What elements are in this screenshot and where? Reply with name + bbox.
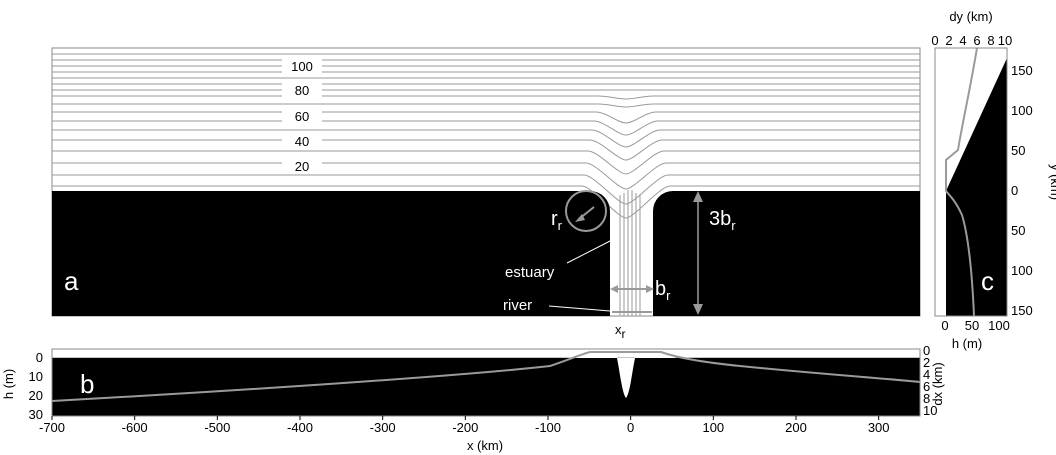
threebr-label: 3br bbox=[709, 208, 736, 233]
x-tick-label: -100 bbox=[535, 420, 561, 435]
threebr-arrow-top bbox=[693, 191, 703, 202]
h-tick: 20 bbox=[29, 388, 43, 403]
y-tick: 100 bbox=[1011, 103, 1033, 118]
river-pointer bbox=[548, 305, 611, 312]
y-tick: 100 bbox=[1011, 263, 1033, 278]
dy-tick: 2 bbox=[945, 33, 952, 48]
panel-b-seabed bbox=[52, 358, 920, 416]
contour-line bbox=[52, 129, 920, 148]
dy-tick: 10 bbox=[998, 33, 1012, 48]
river-label: river bbox=[503, 297, 532, 314]
panel-b-letter: b bbox=[80, 369, 94, 399]
dy-tick: 8 bbox=[987, 33, 994, 48]
xr-label: xr bbox=[615, 322, 626, 341]
dy-tick: 6 bbox=[973, 33, 980, 48]
contour-label-20: 20 bbox=[295, 159, 309, 174]
x-tick-label: -600 bbox=[122, 420, 148, 435]
x-tick-label: -200 bbox=[452, 420, 478, 435]
y-tick: 0 bbox=[1011, 183, 1018, 198]
contour-line bbox=[52, 162, 920, 190]
contour-label-100: 100 bbox=[291, 59, 313, 74]
x-tick-label: -700 bbox=[39, 420, 65, 435]
panel-b: h (m) 0 10 20 30 0 2 4 6 8 10 dx (km) -7… bbox=[1, 343, 945, 453]
x-tick-label: 100 bbox=[702, 420, 724, 435]
estuary-label: estuary bbox=[505, 264, 555, 281]
dx-tick: 0 bbox=[923, 343, 930, 358]
x-tick-label: 300 bbox=[868, 420, 890, 435]
radius-arrow-head bbox=[575, 214, 585, 222]
br-label: br bbox=[655, 278, 671, 303]
contour-label-80: 80 bbox=[295, 83, 309, 98]
panel-c-top-ticks: 0 2 4 6 8 10 bbox=[931, 33, 1012, 48]
contour-label-60: 60 bbox=[295, 109, 309, 124]
contour-line bbox=[52, 120, 920, 136]
radius-circle bbox=[565, 190, 607, 232]
h-tick: 30 bbox=[29, 407, 43, 422]
contour-labels: 100 80 60 40 20 bbox=[282, 58, 322, 174]
panel-c-right-ticks: 150 100 50 0 50 100 150 bbox=[1011, 63, 1033, 318]
h-tick: 0 bbox=[941, 318, 948, 333]
dy-curve bbox=[945, 47, 978, 317]
dx-tick: 4 bbox=[923, 367, 930, 382]
x-tick-label: -500 bbox=[204, 420, 230, 435]
contour-line bbox=[52, 174, 920, 205]
x-tick-label: 0 bbox=[627, 420, 634, 435]
y-tick: 50 bbox=[1011, 223, 1025, 238]
panel-b-right-axis-label: dx (km) bbox=[930, 362, 945, 405]
panel-c: dy (km) 0 2 4 6 8 10 150 100 50 0 50 100… bbox=[931, 9, 1056, 351]
br-arrow-right bbox=[646, 285, 654, 293]
y-tick: 150 bbox=[1011, 303, 1033, 318]
y-tick: 150 bbox=[1011, 63, 1033, 78]
contour-label-40: 40 bbox=[295, 134, 309, 149]
x-tick-label: 200 bbox=[785, 420, 807, 435]
contour-line bbox=[52, 103, 920, 108]
estuary-lines bbox=[619, 190, 641, 316]
dx-tick: 2 bbox=[923, 355, 930, 370]
panel-c-bottom-axis-label: h (m) bbox=[952, 336, 982, 351]
panel-b-right-ticks: 0 2 4 6 8 10 bbox=[923, 343, 937, 418]
rr-label: rr bbox=[551, 208, 563, 233]
contour-line bbox=[52, 150, 920, 175]
dx-tick: 8 bbox=[923, 391, 930, 406]
dy-tick: 0 bbox=[931, 33, 938, 48]
panel-c-bottom-ticks: 0 50 100 bbox=[941, 318, 1009, 333]
h-tick: 0 bbox=[36, 350, 43, 365]
panel-c-top-axis-label: dy (km) bbox=[949, 9, 992, 24]
y-tick: 50 bbox=[1011, 143, 1025, 158]
contour-line bbox=[52, 185, 920, 219]
dx-tick: 10 bbox=[923, 403, 937, 418]
contour-line bbox=[52, 139, 920, 161]
br-arrow-left bbox=[610, 285, 618, 293]
h-tick: 100 bbox=[988, 318, 1010, 333]
panel-c-right-axis-label: y (km) bbox=[1048, 164, 1056, 200]
panel-b-x-ticks: -700 -600 -500 -400 -300 -200 -100 0 100 200 300 bbox=[39, 416, 890, 435]
dx-curve bbox=[51, 351, 921, 402]
panel-b-x-axis-label: x (km) bbox=[467, 438, 503, 453]
estuary-pointer bbox=[566, 239, 613, 264]
x-tick-label: -400 bbox=[287, 420, 313, 435]
panel-a: 100 80 60 40 20 rr 3br br estuary bbox=[51, 47, 921, 341]
dy-tick: 4 bbox=[959, 33, 966, 48]
panel-c-slope bbox=[946, 58, 1007, 316]
panel-c-letter: c bbox=[981, 266, 994, 296]
bathymetry-contours bbox=[52, 53, 920, 219]
panel-b-left-ticks: 0 10 20 30 bbox=[29, 350, 43, 422]
contour-line bbox=[52, 95, 920, 100]
threebr-arrow-bottom bbox=[693, 304, 703, 315]
dx-tick: 6 bbox=[923, 379, 930, 394]
h-tick: 10 bbox=[29, 369, 43, 384]
land-mass bbox=[52, 191, 920, 316]
panel-b-left-axis-label: h (m) bbox=[1, 369, 16, 399]
x-tick-label: -300 bbox=[370, 420, 396, 435]
contour-line bbox=[52, 111, 920, 124]
panel-a-letter: a bbox=[64, 266, 79, 296]
h-tick: 50 bbox=[965, 318, 979, 333]
